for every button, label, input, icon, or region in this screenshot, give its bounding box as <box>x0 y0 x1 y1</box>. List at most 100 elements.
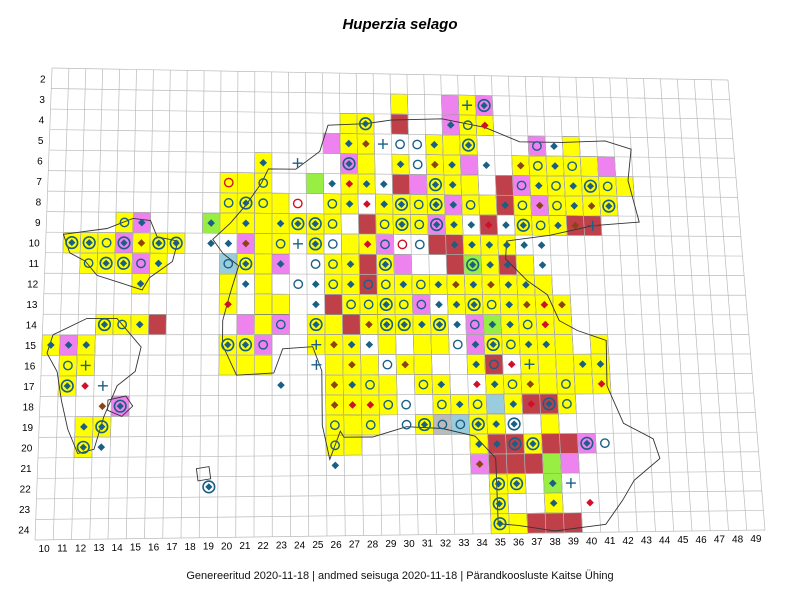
marker-dring-25-10 <box>308 237 323 251</box>
cell-26-5 <box>322 132 341 154</box>
cell-37-8 <box>513 195 532 216</box>
cell-38-9 <box>531 215 551 236</box>
grid-vline <box>457 75 474 535</box>
marker-rdiamond-12-17 <box>81 382 89 390</box>
marker-plus-39-22 <box>565 478 576 489</box>
marker-diamond-38-11 <box>538 261 547 269</box>
marker-ring-38-9 <box>535 220 546 231</box>
marker-dring-21-8 <box>239 196 253 210</box>
column-label: 23 <box>276 541 288 552</box>
column-label: 15 <box>130 543 142 554</box>
column-label: 14 <box>112 543 124 554</box>
cell-29-17 <box>378 374 398 396</box>
cell-28-11 <box>358 253 378 275</box>
column-label: 37 <box>531 537 543 548</box>
cell-20-12 <box>218 273 238 295</box>
marker-rdiamond-38-13 <box>540 300 549 309</box>
marker-diamond-27-11 <box>346 260 355 269</box>
marker-bdiamond-37-6 <box>516 161 525 170</box>
marker-bdiamond-28-14 <box>365 320 373 329</box>
marker-diamond-36-14 <box>506 320 514 329</box>
marker-dring-20-15 <box>221 338 235 352</box>
marker-rdiamond-35-9 <box>484 221 493 229</box>
marker-dring-29-11 <box>378 257 393 271</box>
cell-20-8 <box>219 192 238 214</box>
marker-dring-11-10 <box>65 235 79 250</box>
cell-20-16 <box>218 354 237 376</box>
marker-dring-29-14 <box>380 317 394 332</box>
marker-diamond-16-11 <box>154 259 163 268</box>
marker-diamond-36-12 <box>504 280 513 289</box>
marker-diamond-15-12 <box>136 279 145 288</box>
cell-37-24 <box>526 512 547 534</box>
marker-ring-26-10 <box>327 239 338 249</box>
marker-ring-26-11 <box>328 259 338 270</box>
grid-vline <box>34 67 53 541</box>
marker-bdiamond-26-15 <box>330 340 338 349</box>
grid-hline <box>48 170 737 179</box>
marker-plus-41-9 <box>587 220 598 231</box>
marker-diamond-38-7 <box>534 181 543 190</box>
marker-diamond-36-10 <box>502 241 511 249</box>
marker-ring-26-19 <box>329 420 340 431</box>
marker-dring-35-23 <box>492 497 506 511</box>
grid-hline <box>44 272 745 277</box>
cell-35-13 <box>482 294 502 315</box>
marker-ring-31-17 <box>418 379 429 390</box>
marker-diamond-39-5 <box>550 142 558 151</box>
cell-38-16 <box>537 353 557 375</box>
marker-dring-37-20 <box>526 437 540 451</box>
marker-ring-20-8 <box>223 198 234 208</box>
grid-vline <box>305 72 310 537</box>
marker-diamond-30-12 <box>399 280 408 289</box>
marker-ring-22-7 <box>258 178 269 188</box>
marker-rdiamond-20-13 <box>224 300 232 309</box>
cell-29-9 <box>375 213 394 235</box>
marker-plus-25-15 <box>311 339 322 350</box>
column-label: 19 <box>203 542 215 553</box>
marker-diamond-33-10 <box>450 240 459 249</box>
cell-20-7 <box>219 172 238 194</box>
marker-dring-36-19 <box>507 417 521 431</box>
marker-dring-34-11 <box>466 258 480 272</box>
marker-plus-24-6 <box>292 158 303 169</box>
cell-36-15 <box>501 334 521 355</box>
marker-dring-17-10 <box>169 236 183 250</box>
row-label: 8 <box>36 197 42 208</box>
marker-bdiamond-33-12 <box>452 280 460 289</box>
marker-bdiamond-35-12 <box>487 280 495 289</box>
cell-38-5 <box>527 135 547 157</box>
cell-21-16 <box>236 354 255 376</box>
marker-plus-13-17 <box>97 380 108 391</box>
marker-ring-29-9 <box>379 219 390 230</box>
marker-diamond-41-16 <box>596 360 605 368</box>
map-footer: Genereeritud 2020-11-18 | andmed seisuga… <box>186 570 614 582</box>
column-label: 27 <box>349 540 361 551</box>
marker-ring-34-14 <box>469 319 480 330</box>
grid-hline <box>43 293 746 296</box>
marker-dring-32-14 <box>432 317 447 332</box>
grid-vline <box>71 68 87 540</box>
cell-28-13 <box>359 294 378 315</box>
marker-diamond-34-12 <box>469 280 478 289</box>
column-label: 35 <box>495 538 507 549</box>
cell-32-15 <box>430 334 450 355</box>
grid-vline <box>524 76 547 534</box>
cell-38-20 <box>541 433 561 454</box>
marker-bdiamond-30-16 <box>401 360 409 369</box>
marker-rring-24-8 <box>292 198 303 209</box>
cell-23-13 <box>271 293 290 315</box>
column-label: 25 <box>312 540 324 551</box>
marker-dring-36-22 <box>509 477 524 491</box>
marker-diamond-40-8 <box>570 202 579 210</box>
marker-ring-37-14 <box>522 319 533 330</box>
row-label: 16 <box>24 362 36 373</box>
grid-vline <box>162 70 171 539</box>
marker-dring-35-15 <box>486 337 500 352</box>
marker-ring-26-12 <box>328 279 339 290</box>
marker-diamond-30-6 <box>396 160 405 169</box>
marker-diamond-27-15 <box>347 340 356 349</box>
row-label: 14 <box>26 321 38 332</box>
cell-39-20 <box>559 433 579 454</box>
marker-diamond-29-7 <box>379 180 388 188</box>
